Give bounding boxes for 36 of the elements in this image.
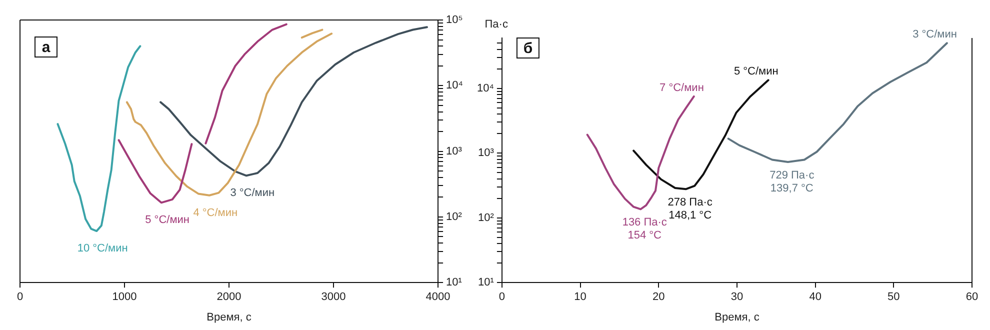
series-label: 10 °C/мин: [77, 242, 128, 255]
series-label: 7 °C/мин: [660, 82, 704, 94]
x-tick-label: 2000: [216, 291, 242, 304]
x-tick-label: 3000: [321, 291, 346, 304]
y-tick-label: 10²: [478, 212, 494, 224]
x-tick-label: 0: [498, 291, 506, 304]
y2-tick-label: 10⁴: [446, 80, 464, 92]
annotation: 278 Па·с 148,1 °C: [668, 196, 713, 222]
x-axis-title: Время, с: [206, 311, 252, 324]
x-tick-label: 10: [574, 291, 586, 304]
y-tick-label: 10¹: [478, 276, 494, 289]
annotation: 729 Па·с 139,7 °C: [770, 170, 815, 195]
x-tick-label: 40: [809, 291, 822, 304]
x-tick-label: 4000: [426, 291, 450, 304]
text: а: [42, 39, 51, 56]
y2-tick-label: 10²: [446, 210, 462, 223]
x-tick-label: 20: [652, 291, 665, 304]
y2-tick-label: 10¹: [446, 276, 462, 289]
chart-title: б: [523, 40, 533, 58]
series-label: 3 °C/мин: [912, 28, 957, 41]
series-label: 5 °C/мин: [145, 214, 190, 226]
y2-tick-label: 10³: [446, 145, 462, 158]
x-tick-label: 0: [16, 291, 24, 304]
x-tick-label: 1000: [112, 291, 137, 304]
x-axis-title: Время, с: [714, 311, 760, 324]
series-label: 3 °C/мин: [230, 187, 275, 200]
x-tick-label: 60: [966, 291, 978, 304]
x-tick-label: 30: [730, 291, 744, 304]
series-label: 4 °C/мин: [193, 206, 238, 219]
y-axis-title: Па·с: [484, 18, 508, 31]
annotation: 136 Па·с 154 °C: [622, 216, 668, 242]
y2-tick-label: 10⁵: [446, 14, 463, 26]
series-label: 5 °C/мин: [734, 66, 778, 78]
x-tick-label: 50: [888, 291, 900, 304]
y-tick-label: 10³: [478, 147, 494, 160]
y-tick-label: 10⁴: [476, 82, 494, 94]
